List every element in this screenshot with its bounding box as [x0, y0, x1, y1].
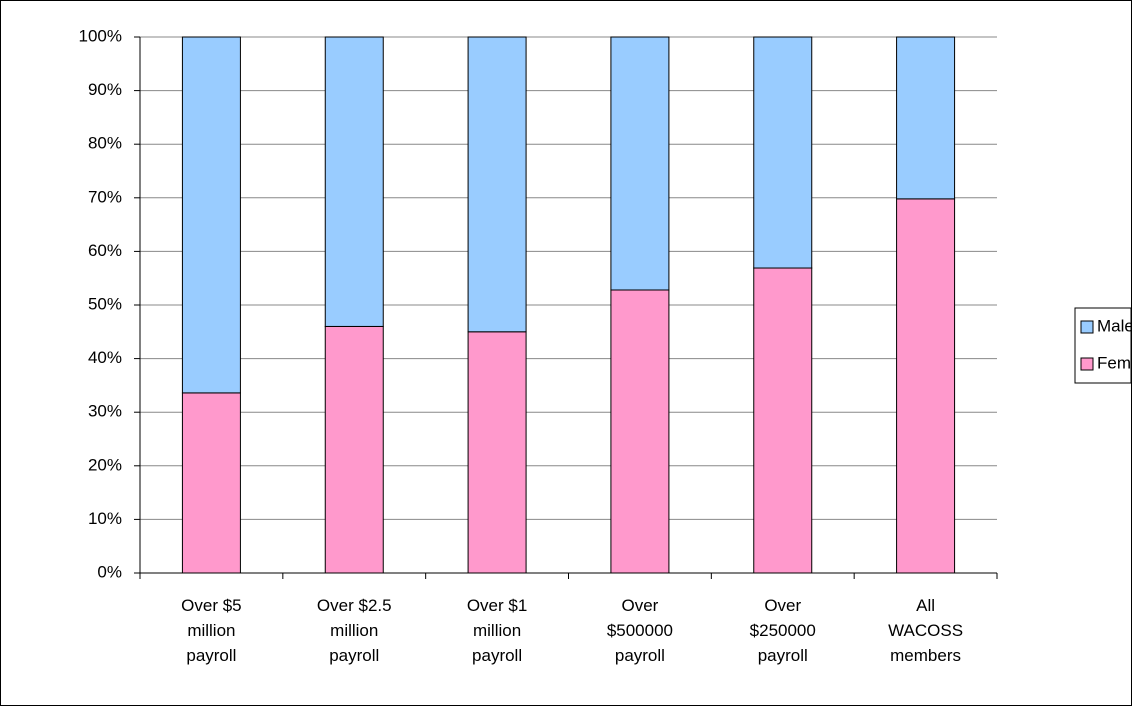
y-tick-label: 20% — [88, 455, 122, 474]
x-tick-label: Over $1 million payroll — [466, 596, 528, 665]
bar-segment — [753, 267, 813, 574]
y-tick-label: 50% — [88, 294, 122, 313]
bar-segment — [324, 325, 384, 574]
legend-swatch — [1080, 357, 1094, 371]
legend-label: Female — [1097, 353, 1132, 372]
y-tick-label: 10% — [88, 509, 122, 528]
bar-segment — [896, 36, 956, 200]
bar-segment — [181, 392, 241, 574]
y-tick-label: 70% — [88, 187, 122, 206]
y-tick-label: 30% — [88, 402, 122, 421]
legend-label: Male — [1097, 316, 1132, 335]
y-tick-label: 40% — [88, 348, 122, 367]
y-tick-label: 100% — [79, 26, 122, 45]
bar-segment — [610, 36, 670, 291]
y-tick-label: 60% — [88, 241, 122, 260]
bar-segment — [467, 331, 527, 574]
x-tick-label: Over $5 million payroll — [181, 596, 242, 665]
y-tick-label: 90% — [88, 80, 122, 99]
y-tick-label: 0% — [97, 562, 122, 581]
bar-segment — [610, 289, 670, 574]
x-tick-label: Over $250000 payroll — [749, 596, 816, 665]
bar-segment — [181, 36, 241, 394]
x-tick-label: All WACOSS members — [888, 596, 964, 665]
x-tick-label: Over $2.5 million payroll — [316, 596, 392, 665]
bar-segment — [324, 36, 384, 327]
bar-segment — [467, 36, 527, 333]
x-tick-label: Over $500000 payroll — [606, 596, 673, 665]
bar-segment — [753, 36, 813, 269]
y-tick-label: 80% — [88, 134, 122, 153]
legend-swatch — [1080, 320, 1094, 334]
bar-segment — [896, 198, 956, 574]
